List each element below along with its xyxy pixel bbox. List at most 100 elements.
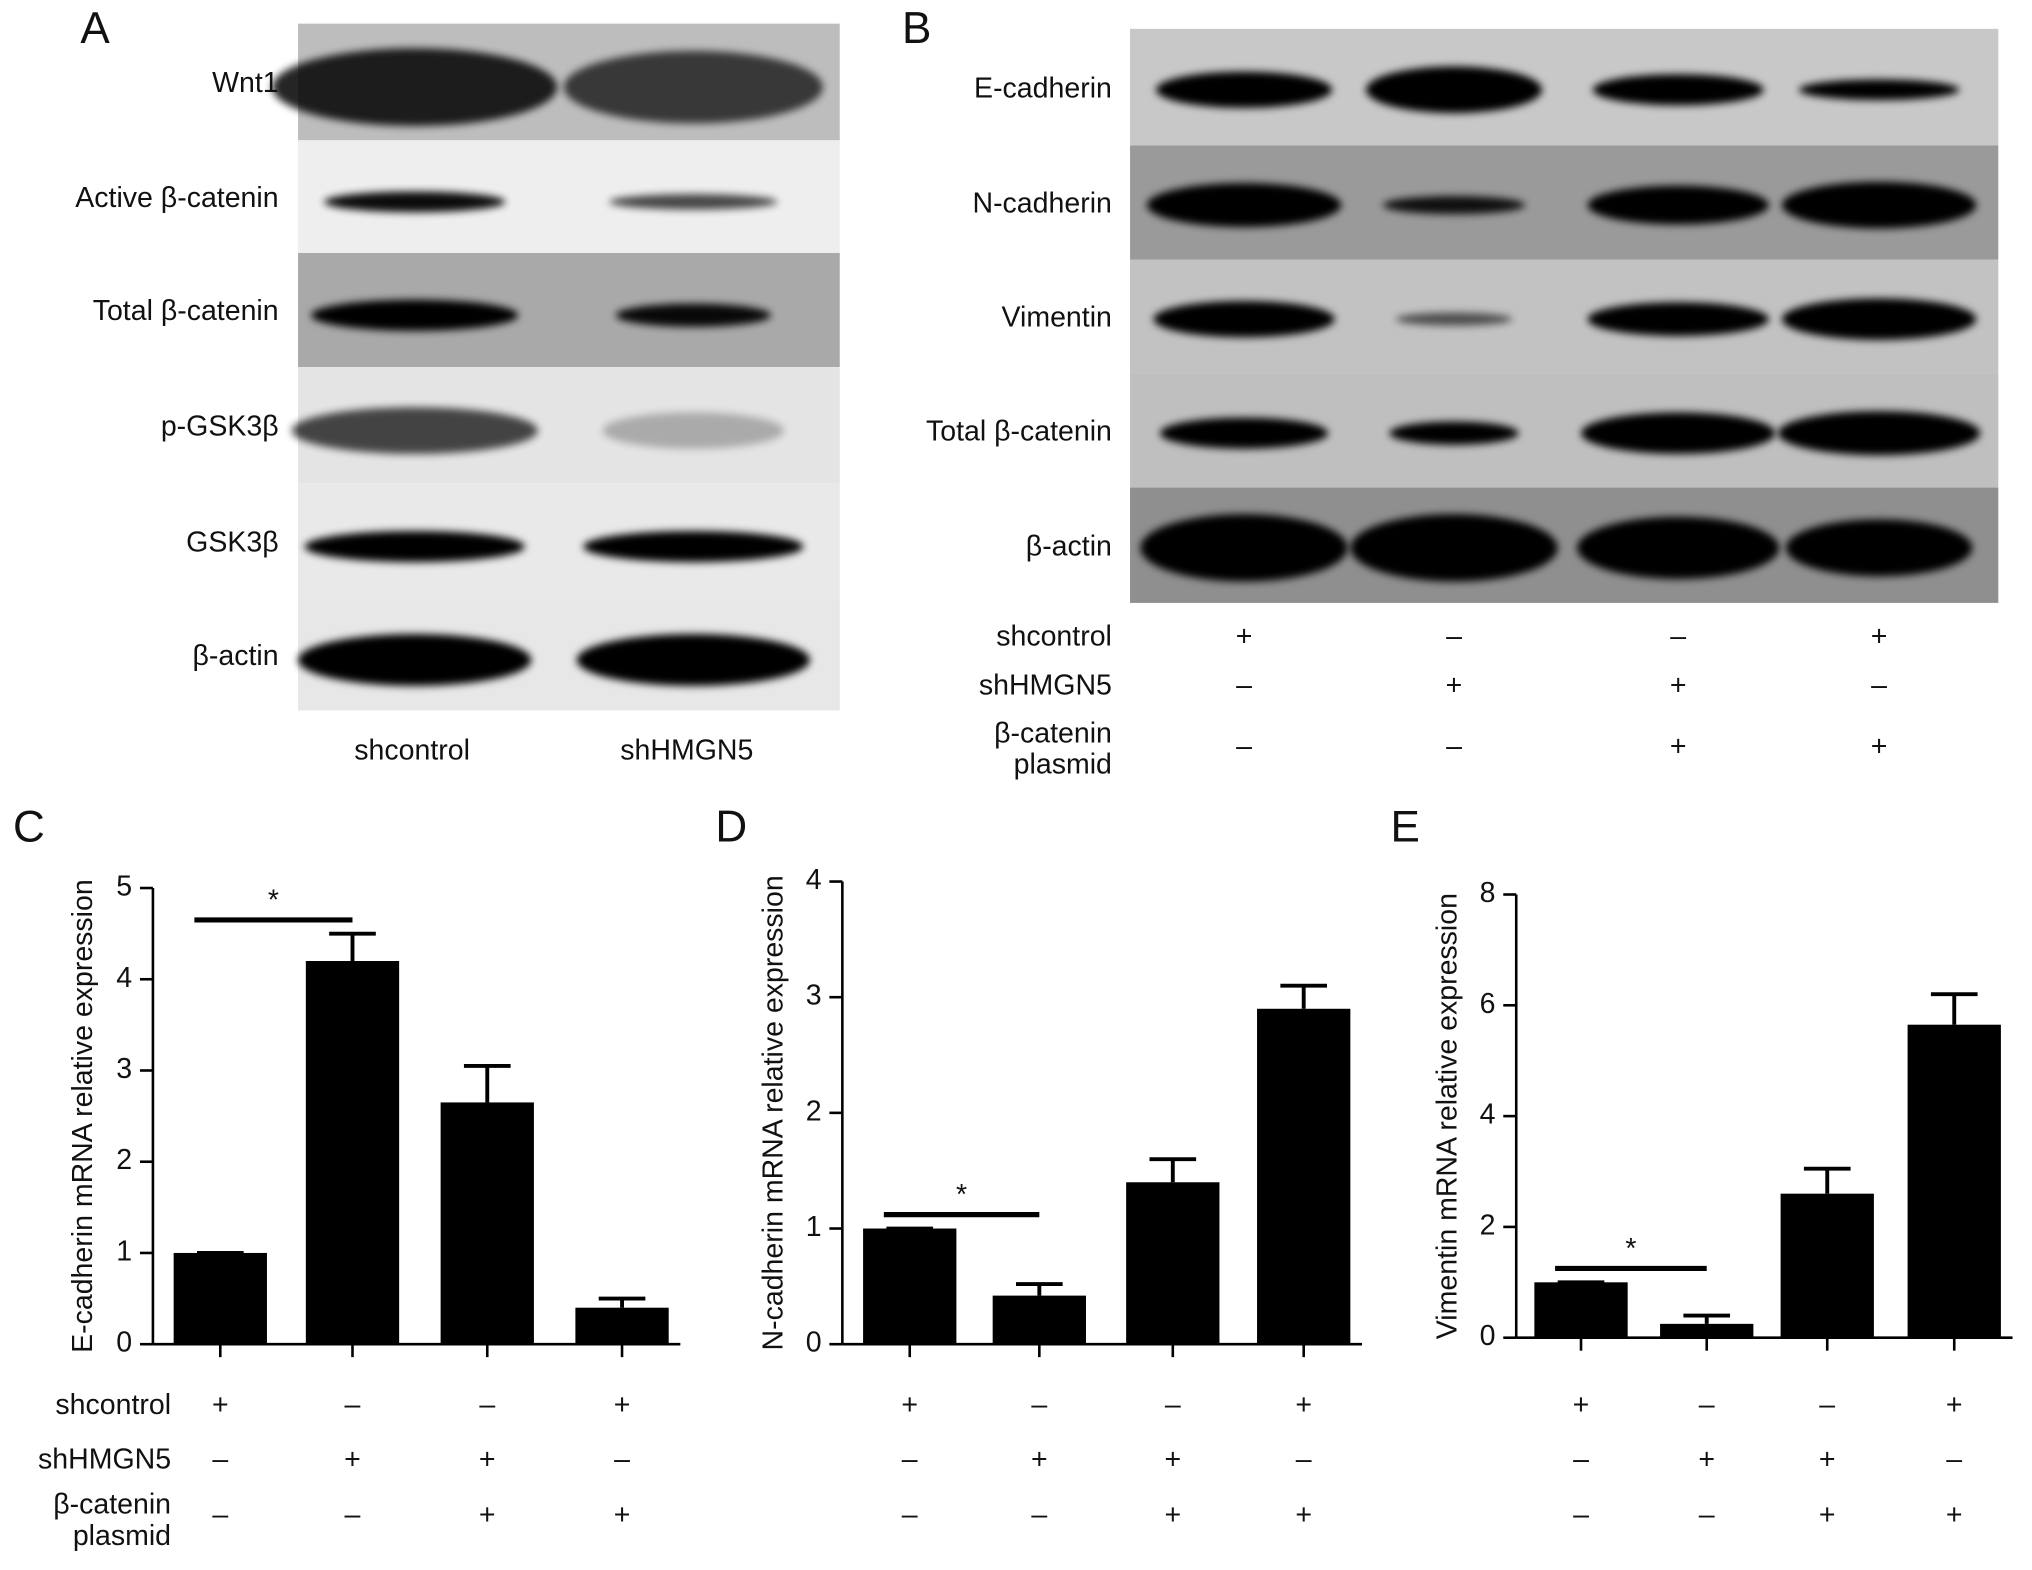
condition-sign: – — [902, 1443, 918, 1475]
y-tick-label: 0 — [806, 1327, 822, 1359]
blot-band — [1798, 79, 1960, 101]
condition-sign: – — [1819, 1389, 1835, 1421]
row-label: GSK3β — [186, 526, 278, 558]
bar — [1126, 1182, 1220, 1345]
y-tick-label: 0 — [116, 1327, 132, 1359]
blot-band — [311, 299, 519, 331]
condition-sign: + — [1236, 620, 1253, 652]
condition-label: plasmid — [73, 1520, 171, 1552]
row-label: β-actin — [1026, 530, 1112, 562]
condition-label: plasmid — [1014, 749, 1112, 781]
blot-band — [1781, 181, 1977, 229]
y-tick-label: 1 — [806, 1211, 822, 1243]
blot-band — [609, 194, 778, 210]
condition-sign: – — [1446, 620, 1462, 652]
blot-band — [1153, 300, 1335, 338]
condition-sign: – — [1236, 731, 1252, 763]
y-tick-label: 0 — [1480, 1320, 1496, 1352]
lane-label: shcontrol — [354, 734, 470, 766]
condition-sign: + — [344, 1443, 361, 1475]
blot-band — [1395, 312, 1513, 326]
condition-sign: + — [1946, 1499, 1963, 1531]
condition-sign: – — [1670, 620, 1686, 652]
condition-sign: – — [1446, 731, 1462, 763]
blot-band — [1146, 183, 1342, 228]
significance-label: * — [268, 884, 279, 916]
blot-band — [304, 531, 525, 563]
y-tick-label: 6 — [1480, 988, 1496, 1020]
bar — [1257, 1008, 1351, 1345]
bar — [173, 1252, 267, 1345]
condition-sign: – — [345, 1499, 361, 1531]
condition-sign: + — [1819, 1499, 1836, 1531]
bar — [1534, 1282, 1628, 1338]
bar — [440, 1102, 534, 1345]
condition-sign: + — [1295, 1499, 1312, 1531]
condition-sign: + — [1819, 1443, 1836, 1475]
panel-letter: C — [13, 802, 45, 851]
blot-band — [1155, 71, 1333, 108]
blot-band — [615, 303, 772, 327]
significance-label: * — [956, 1179, 967, 1211]
condition-sign: + — [1946, 1389, 1963, 1421]
blot-band — [1581, 412, 1776, 454]
condition-sign: + — [479, 1443, 496, 1475]
blot-band — [1587, 185, 1769, 225]
condition-sign: + — [1031, 1443, 1048, 1475]
blot-band — [1382, 196, 1526, 215]
bar — [863, 1228, 957, 1345]
y-tick-label: 3 — [806, 980, 822, 1012]
condition-sign: – — [902, 1499, 918, 1531]
blot-band — [323, 191, 506, 213]
blot-band — [1389, 421, 1519, 445]
y-tick-label: 1 — [116, 1235, 132, 1267]
condition-sign: + — [1295, 1389, 1312, 1421]
condition-sign: + — [1446, 670, 1463, 702]
y-axis-label: Vimentin mRNA relative expression — [1431, 893, 1463, 1339]
condition-sign: + — [1164, 1443, 1181, 1475]
y-tick-label: 4 — [116, 962, 132, 994]
condition-label: shcontrol — [55, 1389, 171, 1421]
condition-sign: – — [1165, 1389, 1181, 1421]
blot-band — [291, 407, 538, 454]
row-label: p-GSK3β — [161, 411, 279, 443]
row-label: Vimentin — [1002, 302, 1112, 334]
row-label: Active β-catenin — [75, 182, 278, 214]
y-tick-label: 4 — [1480, 1099, 1496, 1131]
y-tick-label: 4 — [806, 864, 822, 896]
condition-sign: + — [1164, 1499, 1181, 1531]
condition-sign: – — [1296, 1443, 1312, 1475]
blot-band — [1140, 514, 1348, 582]
blot-band — [1785, 519, 1973, 577]
y-axis-label: E-cadherin mRNA relative expression — [67, 879, 99, 1353]
panel-letter: E — [1391, 802, 1420, 851]
condition-sign: – — [212, 1443, 228, 1475]
blot-band — [1587, 302, 1769, 336]
blot-band — [563, 50, 823, 124]
y-tick-label: 2 — [1480, 1209, 1496, 1241]
condition-label: shHMGN5 — [38, 1443, 171, 1475]
condition-sign: – — [212, 1499, 228, 1531]
condition-sign: + — [1871, 620, 1888, 652]
blot-band — [1778, 411, 1981, 456]
blot-band — [1781, 298, 1977, 340]
y-axis-label: N-cadherin mRNA relative expression — [757, 875, 789, 1350]
y-tick-label: 5 — [116, 871, 132, 903]
condition-sign: – — [614, 1443, 630, 1475]
blot-band — [583, 531, 804, 563]
bar — [575, 1307, 669, 1345]
bar — [1907, 1024, 2001, 1338]
blot-band — [298, 634, 532, 686]
condition-sign: + — [614, 1389, 631, 1421]
panel-letter: A — [80, 4, 110, 53]
condition-sign: + — [1670, 731, 1687, 763]
y-tick-label: 3 — [116, 1053, 132, 1085]
y-tick-label: 2 — [806, 1095, 822, 1127]
condition-sign: + — [212, 1389, 229, 1421]
condition-sign: – — [345, 1389, 361, 1421]
condition-label: β-catenin — [994, 718, 1112, 750]
row-label: N-cadherin — [972, 188, 1111, 220]
condition-sign: + — [1698, 1443, 1715, 1475]
blot-band — [1350, 514, 1558, 582]
